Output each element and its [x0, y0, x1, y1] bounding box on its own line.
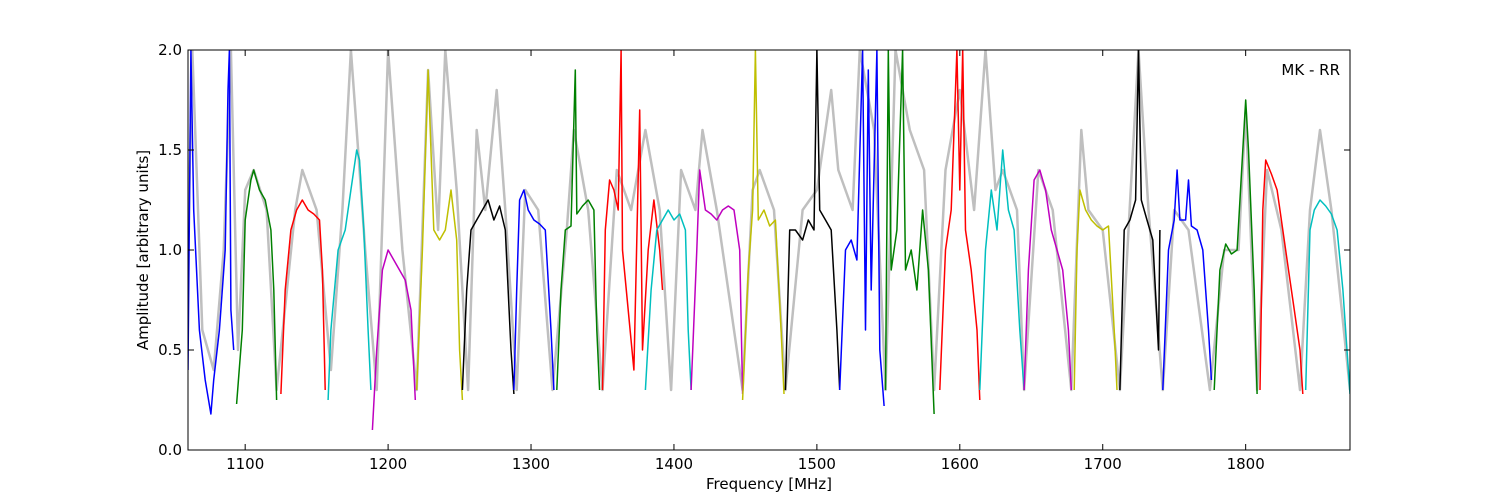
x-tick-label: 1800	[1227, 455, 1265, 473]
series-line-9	[556, 69, 601, 391]
x-tick-label: 1300	[512, 455, 550, 473]
y-tick-label: 0.5	[158, 341, 182, 359]
series-line-13	[741, 50, 785, 401]
series-line-19	[1023, 169, 1073, 391]
y-axis: 0.0 0.5 1.0 1.5 2.0	[158, 41, 1350, 459]
x-tick-label: 1600	[941, 455, 979, 473]
series-line-7	[461, 199, 515, 395]
y-tick-label: 2.0	[158, 41, 182, 59]
series-line-15	[838, 50, 885, 407]
y-tick-label: 0.0	[158, 441, 182, 459]
x-tick-label: 1400	[655, 455, 693, 473]
series-line-10	[601, 50, 664, 391]
y-tick-label: 1.5	[158, 141, 182, 159]
series-line-5	[371, 249, 417, 431]
series-line-12	[690, 169, 744, 395]
annotation-label: MK - RR	[1281, 61, 1340, 79]
series-line-6	[415, 69, 464, 401]
series-line-25	[1304, 199, 1350, 395]
series-line-3	[280, 199, 326, 395]
y-tick-label: 1.0	[158, 241, 182, 259]
x-tick-label: 1500	[798, 455, 836, 473]
x-tick-label: 1100	[226, 455, 264, 473]
x-axis-label: Frequency [MHz]	[706, 475, 832, 493]
series-layer	[188, 50, 1350, 431]
series-line-17	[939, 50, 981, 401]
series-line-8	[513, 189, 555, 391]
series-line-24	[1259, 159, 1304, 395]
series-line-11	[644, 209, 692, 391]
series-line-4	[327, 149, 372, 401]
series-line-16	[884, 50, 935, 415]
series-line-1	[188, 50, 235, 415]
series-line-14	[784, 50, 841, 391]
x-tick-label: 1200	[369, 455, 407, 473]
series-line-20	[1073, 189, 1118, 391]
x-tick-label: 1700	[1084, 455, 1122, 473]
plot-area	[188, 50, 1350, 431]
series-line-2	[235, 169, 278, 405]
series-line-22	[1162, 169, 1213, 391]
y-axis-label: Amplitude [arbitrary units]	[134, 150, 152, 350]
series-line-23	[1213, 99, 1258, 395]
series-line-18	[979, 149, 1025, 391]
x-axis: 1100 1200 1300 1400 1500 1600 1700 1800	[226, 50, 1265, 473]
series-line-21	[1119, 50, 1161, 391]
